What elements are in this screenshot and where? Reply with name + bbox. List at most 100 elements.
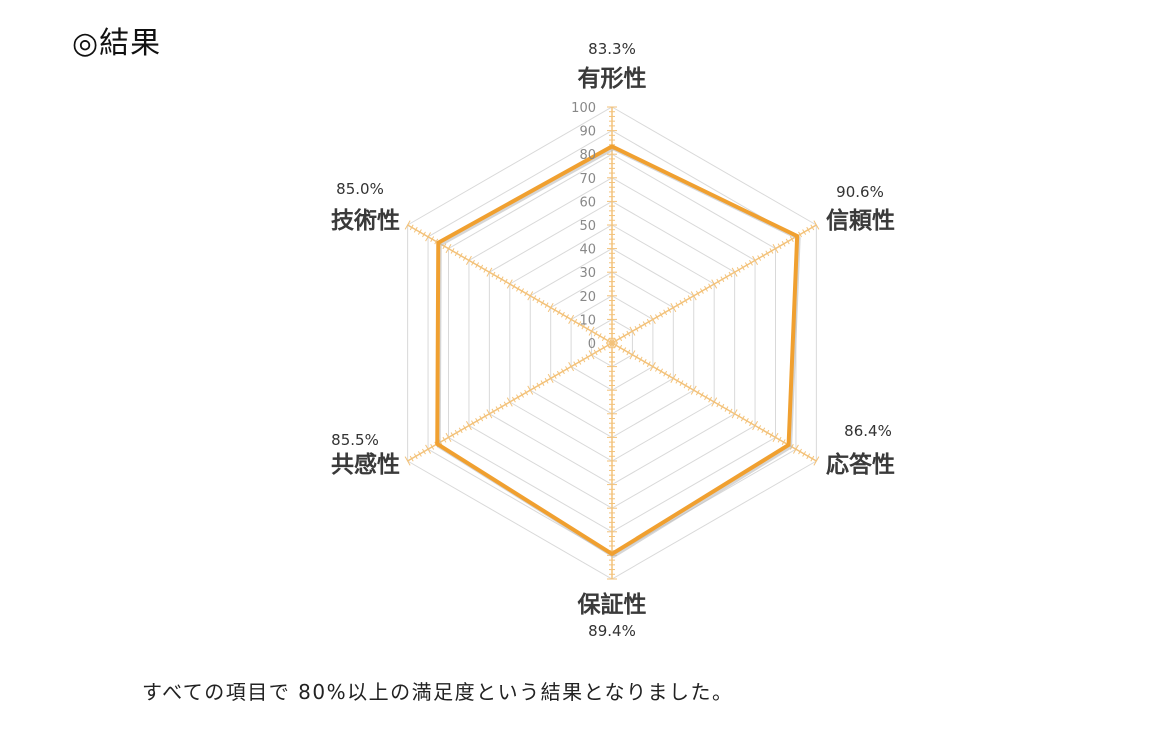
axis-tick xyxy=(728,408,733,415)
axis-tick xyxy=(744,262,749,268)
axis-tick xyxy=(716,278,721,285)
axis-tick xyxy=(479,415,484,422)
radar-axes xyxy=(404,106,820,580)
tick-label: 60 xyxy=(579,195,596,210)
axis-tick xyxy=(659,311,663,318)
axis-tick xyxy=(561,311,565,318)
axis-tick xyxy=(798,448,802,455)
axis-tick xyxy=(430,236,435,243)
radar-labels: 有形性 83.3% 信頼性 90.6% 応答性 86.4% 保証性 89.4% 共感性 85.5%… xyxy=(331,40,895,640)
axis-tick xyxy=(736,413,741,420)
axis-tick xyxy=(802,451,807,457)
axis-tick xyxy=(679,300,684,306)
axis-tick xyxy=(646,361,651,368)
axis-tick xyxy=(740,415,745,422)
axis-tick xyxy=(442,436,447,443)
tick-label: 30 xyxy=(579,266,596,281)
axis-tick xyxy=(547,303,554,313)
axis-tick xyxy=(544,377,549,384)
axis-tick xyxy=(731,267,738,277)
axis-tick xyxy=(761,427,766,434)
axis-tick xyxy=(458,252,463,259)
axis-tick xyxy=(465,421,472,431)
axis-tick xyxy=(704,285,708,292)
axis-tick xyxy=(711,397,718,407)
axis-tick xyxy=(588,350,595,360)
axis-tick xyxy=(503,401,508,408)
axis-tick xyxy=(757,255,762,261)
axis-tick xyxy=(687,295,692,302)
axis-tick xyxy=(442,243,447,250)
axis-tick xyxy=(491,408,496,415)
axis-tick xyxy=(728,271,733,278)
tick-label: 10 xyxy=(579,313,596,328)
axis-tick xyxy=(757,425,762,431)
axis-tick xyxy=(749,420,753,427)
axis-tick xyxy=(506,397,513,407)
axis-tick xyxy=(520,392,525,398)
tick-label: 100 xyxy=(571,101,596,116)
axis-tick xyxy=(547,373,554,383)
axis-tick xyxy=(556,309,561,316)
axis-tick xyxy=(699,392,704,398)
axis-tick xyxy=(425,444,431,454)
axis-tick xyxy=(761,252,766,259)
radar-tick-labels: 0 10 20 30 40 50 60 70 80 90 100 xyxy=(571,101,596,352)
axis-tick xyxy=(769,432,774,438)
axis-tick xyxy=(462,425,467,431)
axis-tick xyxy=(552,307,557,313)
axis-tick xyxy=(520,288,525,294)
axis-tick xyxy=(516,285,520,292)
axis-tick xyxy=(506,279,513,289)
axis-tick xyxy=(720,403,725,410)
axis-tick xyxy=(634,325,639,332)
tick-label: 50 xyxy=(579,219,596,234)
axis-tick xyxy=(471,420,475,427)
axis-tick xyxy=(495,274,500,280)
category-label: 応答性 xyxy=(826,451,895,478)
axis-tick xyxy=(638,323,643,330)
axis-tick xyxy=(593,330,598,337)
axis-tick xyxy=(695,290,700,297)
axis-tick xyxy=(777,436,782,443)
axis-tick xyxy=(532,295,537,302)
axis-tick xyxy=(536,382,541,389)
axis-tick xyxy=(655,314,659,320)
axis-tick xyxy=(777,243,782,250)
axis-tick xyxy=(565,366,569,372)
data-label: 85.0% xyxy=(336,180,384,198)
axis-tick xyxy=(413,453,418,460)
axis-tick xyxy=(422,448,426,455)
category-label: 有形性 xyxy=(578,65,647,92)
category-label: 技術性 xyxy=(331,207,400,234)
axis-tick xyxy=(663,309,668,316)
axis-tick xyxy=(568,362,575,372)
axis-tick xyxy=(417,229,422,235)
axis-tick xyxy=(670,303,677,313)
axis-tick xyxy=(663,370,668,377)
axis-tick xyxy=(581,323,586,330)
data-label: 86.4% xyxy=(844,422,892,440)
axis-tick xyxy=(622,333,627,339)
axis-tick xyxy=(806,226,811,233)
axis-tick xyxy=(690,385,697,395)
axis-tick xyxy=(544,302,549,309)
axis-tick xyxy=(736,266,741,273)
axis-tick xyxy=(618,335,623,342)
axis-tick xyxy=(724,274,729,280)
axis-tick xyxy=(720,276,725,283)
category-label: 保証性 xyxy=(577,591,647,618)
axis-tick xyxy=(740,264,745,271)
axis-tick xyxy=(561,368,565,375)
axis-tick xyxy=(413,226,418,233)
data-label: 90.6% xyxy=(836,183,884,201)
axis-tick xyxy=(454,250,459,257)
axis-tick xyxy=(655,366,659,372)
axis-tick xyxy=(765,250,770,257)
axis-tick xyxy=(516,394,520,401)
axis-tick xyxy=(450,248,455,254)
axis-tick xyxy=(744,418,749,424)
axis-tick xyxy=(605,342,610,349)
tick-label: 80 xyxy=(579,148,596,163)
axis-tick xyxy=(465,255,472,265)
